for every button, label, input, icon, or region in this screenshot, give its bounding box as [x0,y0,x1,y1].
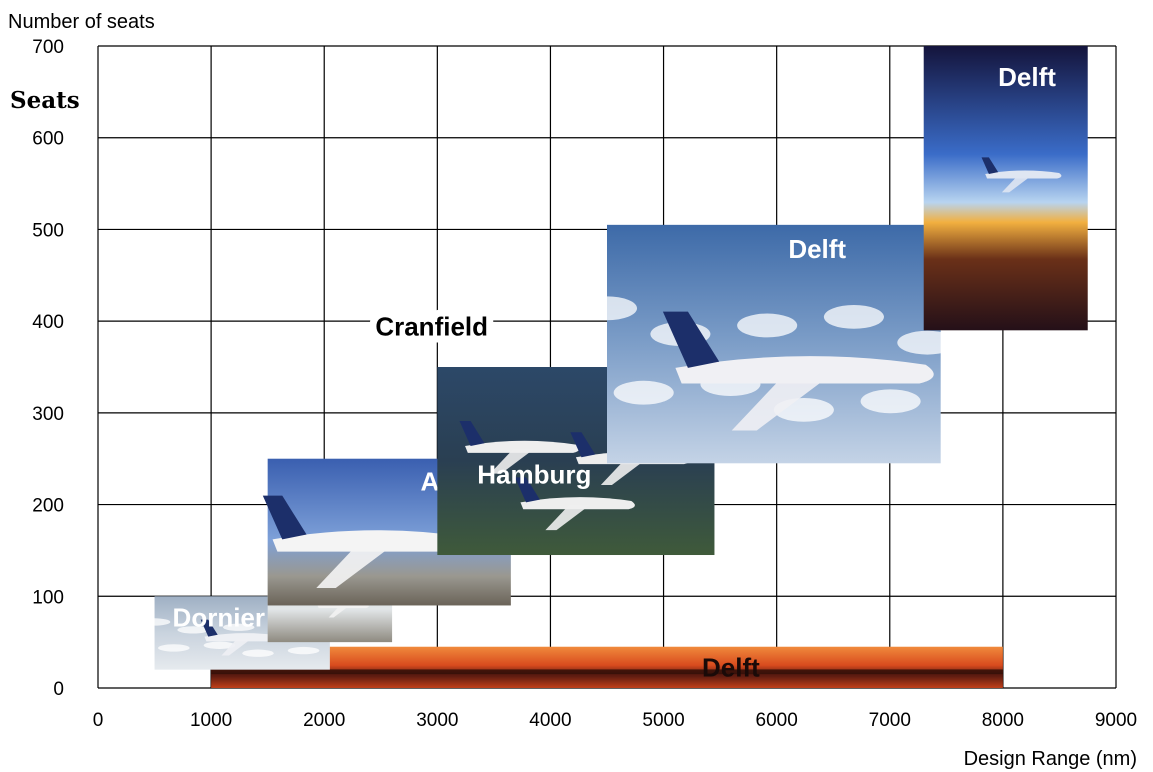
cloud-shape [860,389,921,414]
x-tick-labels: 0 1000 2000 3000 4000 5000 6000 7000 8000 9000 [93,710,1137,731]
airplane-fuselage-shape [204,633,283,642]
airplane-tail-shape [262,495,307,540]
x-tick-label: 2000 [303,710,345,731]
cloud-shape [138,618,171,626]
airplane-fuselage-shape [520,497,635,510]
airplane-tail-shape [570,432,596,458]
cloud-shape [158,644,190,652]
x-tick-label: 7000 [869,710,911,731]
region-clouds-photo: Delft [576,224,958,464]
y-tick-labels: 0 100 200 300 400 500 600 700 [32,37,64,700]
region-dusk-background [923,46,1088,331]
region-label: Delft [702,652,760,682]
airplane-tail-shape [981,157,999,174]
annotations: Cranfield [368,305,495,349]
x-tick-label: 3000 [416,710,458,731]
airplane-wing-shape [316,544,395,589]
y-tick-label: 0 [53,679,64,700]
y-tick-label: 300 [32,404,64,425]
x-tick-label: 6000 [756,710,798,731]
cloud-shape [897,330,958,355]
airplane-wing-shape [600,460,646,485]
y-caption: Number of seats [8,11,155,33]
cloud-shape [287,646,320,655]
airplane-wing-shape [731,374,832,431]
airplane-tail-shape [200,619,218,637]
cloud-shape [222,623,255,631]
x-tick-label: 4000 [529,710,571,731]
airplane-wing-shape [328,606,349,618]
airplane-fuselage-shape [675,356,934,384]
y-tick-label: 100 [32,587,64,608]
y-tick-label: 600 [32,129,64,150]
region-label: Dornier [173,602,265,632]
region-clouds-background [607,224,941,464]
airplane-tail-shape [514,477,540,503]
region-label: Hamburg [477,460,591,490]
y-tick-label: 400 [32,312,64,333]
y-tick-label: 500 [32,220,64,241]
airplane-tail-shape [459,421,485,446]
x-tick-label: 5000 [642,710,684,731]
region-label: Delft [998,62,1056,92]
x-tick-label: 1000 [190,710,232,731]
cloud-shape [177,626,209,634]
cloud-shape [576,296,638,321]
airplane-wing-shape [221,638,252,656]
y-tick-label: 700 [32,37,64,58]
airplane-fuselage-shape [272,530,474,552]
airplane-wing-shape [489,448,535,474]
cloud-shape [242,649,274,657]
airplane-wing-shape [1001,175,1032,193]
x-tick-label: 9000 [1095,710,1137,731]
horizon-shape [211,669,1003,675]
y-tick-label: 200 [32,496,64,517]
cloud-shape [737,313,798,338]
cloud-shape [613,380,674,405]
region-formation-photo: Hamburg [437,367,715,556]
airplane-fuselage-shape [985,170,1062,179]
photo-regions: DelftDornierAleniaAirbusHamburgDelftDelf… [138,46,1088,688]
y-axis-label: Seats [10,87,80,114]
airplane-fuselage-shape [465,440,580,453]
x-tick-label: 8000 [982,710,1024,731]
region-label: Delft [788,234,846,264]
annotation-label: Cranfield [375,312,488,342]
region-dusk-photo: Delft [923,46,1088,331]
region-sunset-background [211,646,1003,688]
cloud-shape [203,641,236,649]
cloud-shape [823,304,884,329]
x-tick-label: 0 [93,710,104,731]
x-axis-label: Design Range (nm) [964,748,1137,770]
region-sunset-photo: Delft [211,646,1003,688]
airplane-tail-shape [662,311,720,368]
airplane-wing-shape [545,505,590,531]
